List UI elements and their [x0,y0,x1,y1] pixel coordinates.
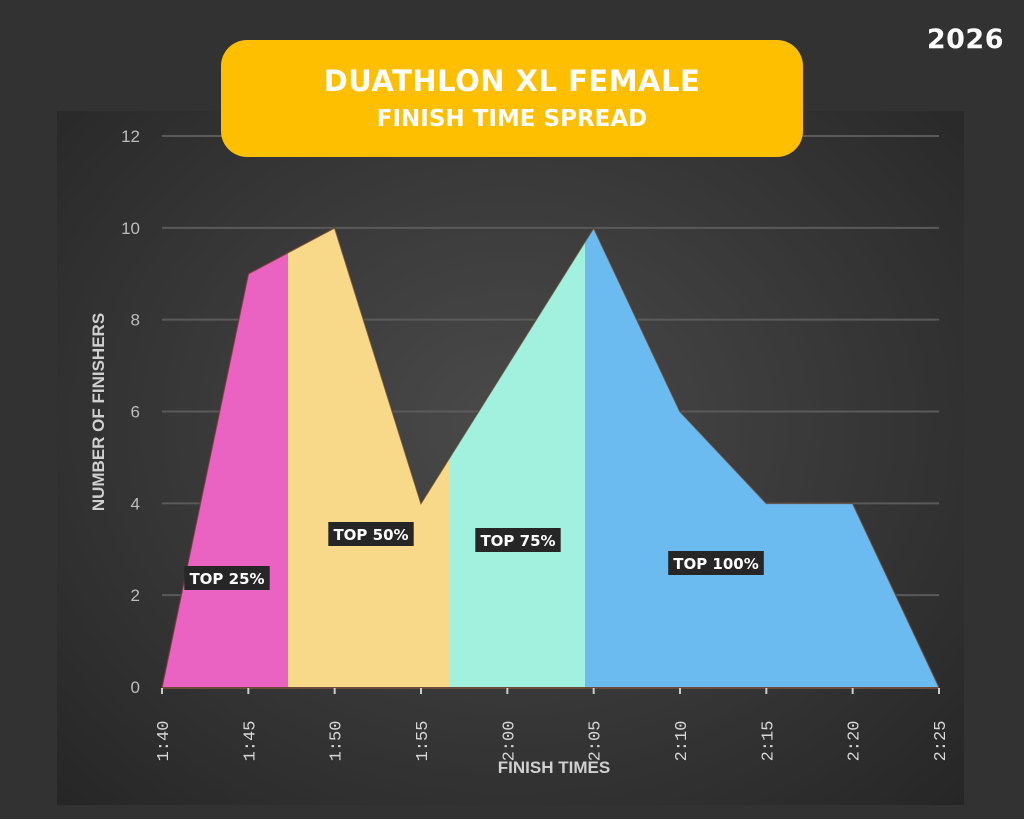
x-tick-label: 2:10 [673,721,692,762]
segment-labels: TOP 25% TOP 50% TOP 75% TOP 100% [184,522,764,590]
x-tick-label: 2:25 [932,721,951,762]
segment-label: TOP 100% [673,555,759,573]
segment-label-bg [184,566,270,590]
y-tick-label: 4 [131,494,140,513]
segment-label: TOP 25% [189,570,264,588]
y-axis-label: NUMBER OF FINISHERS [89,313,108,511]
y-tick-label: 2 [131,586,140,605]
segment-label-bg [475,528,561,552]
year-label: 2026 [926,24,1004,55]
segment-label: TOP 50% [333,526,408,544]
area-top-100- [585,227,939,688]
x-axis: 1:40 1:45 1:50 1:55 2:00 2:05 2:10 2:15 2:20 2:25 [155,687,951,762]
segment-label-bg [328,522,414,546]
x-axis-label: FINISH TIMES [498,758,610,777]
x-tick-label: 2:20 [846,721,865,762]
y-tick-label: 8 [131,311,140,330]
chart-title: DUATHLON XL FEMALE [323,63,701,98]
y-tick-label: 6 [131,403,140,422]
segment-label: TOP 75% [480,532,555,550]
y-axis-ticks: 0 2 4 6 8 10 12 [121,127,140,697]
area-segments [161,226,940,688]
x-tick-label: 1:45 [241,721,260,762]
area-top-25- [162,252,288,688]
x-tick-label: 2:00 [500,721,519,762]
x-tick-label: 2:05 [587,721,606,762]
x-tick-label: 1:40 [155,721,174,762]
x-tick-label: 1:55 [414,721,433,762]
x-tick-label: 2:15 [759,721,778,762]
title-banner: DUATHLON XL FEMALE FINISH TIME SPREAD [221,40,803,157]
segment-label-bg [668,551,764,575]
chart-subtitle: FINISH TIME SPREAD [376,105,648,132]
area-top-75- [450,241,585,688]
area-top-50- [288,227,450,688]
y-tick-label: 12 [121,127,140,146]
y-tick-label: 10 [121,219,140,238]
y-tick-label: 0 [131,678,140,697]
area-outline [161,226,940,688]
x-tick-label: 1:50 [328,721,347,762]
